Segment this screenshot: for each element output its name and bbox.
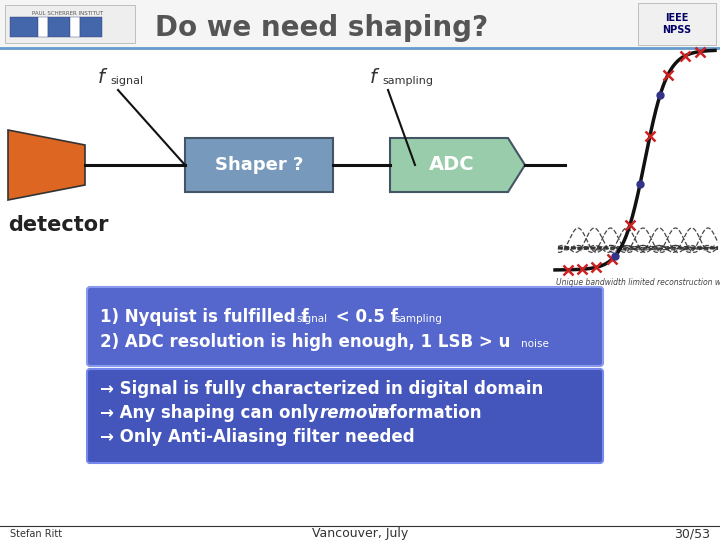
Text: 2) ADC resolution is high enough, 1 LSB > u: 2) ADC resolution is high enough, 1 LSB … bbox=[100, 333, 510, 351]
Text: remove: remove bbox=[319, 404, 390, 422]
FancyBboxPatch shape bbox=[87, 369, 603, 463]
Text: Vancouver, July: Vancouver, July bbox=[312, 528, 408, 540]
Polygon shape bbox=[8, 130, 85, 200]
Bar bbox=[10, 17, 38, 37]
Polygon shape bbox=[390, 138, 525, 192]
Text: detector: detector bbox=[8, 215, 109, 235]
Text: → Any shaping can only: → Any shaping can only bbox=[100, 404, 325, 422]
Bar bbox=[38, 17, 48, 37]
Bar bbox=[638, 3, 716, 45]
Bar bbox=[80, 17, 102, 37]
Bar bbox=[0, 0, 720, 48]
Text: noise: noise bbox=[521, 339, 549, 349]
Text: f: f bbox=[98, 68, 105, 87]
Text: → Signal is fully characterized in digital domain: → Signal is fully characterized in digit… bbox=[100, 380, 544, 398]
Bar bbox=[48, 17, 70, 37]
Text: PAUL SCHERRER INSTITUT: PAUL SCHERRER INSTITUT bbox=[32, 11, 104, 16]
Text: → Only Anti-Aliasing filter needed: → Only Anti-Aliasing filter needed bbox=[100, 428, 415, 446]
Text: Stefan Ritt: Stefan Ritt bbox=[10, 529, 62, 539]
Text: signal: signal bbox=[296, 314, 327, 324]
Text: Shaper ?: Shaper ? bbox=[215, 156, 303, 174]
Text: Unique bandwidth limited reconstruction with sinc function: Unique bandwidth limited reconstruction … bbox=[556, 278, 720, 287]
Text: information: information bbox=[366, 404, 482, 422]
Text: 30/53: 30/53 bbox=[674, 528, 710, 540]
Bar bbox=[70, 17, 80, 37]
Text: sampling: sampling bbox=[394, 314, 442, 324]
Text: ADC: ADC bbox=[429, 156, 474, 174]
Text: < 0.5 f: < 0.5 f bbox=[330, 308, 398, 326]
Text: signal: signal bbox=[110, 76, 143, 86]
Text: 1) Nyquist is fulfilled f: 1) Nyquist is fulfilled f bbox=[100, 308, 309, 326]
Text: Do we need shaping?: Do we need shaping? bbox=[155, 14, 488, 42]
Bar bbox=[5, 5, 135, 43]
Bar bbox=[185, 138, 333, 192]
FancyBboxPatch shape bbox=[87, 287, 603, 366]
Text: sampling: sampling bbox=[382, 76, 433, 86]
Text: IEEE
NPSS: IEEE NPSS bbox=[662, 13, 692, 35]
Text: f: f bbox=[370, 68, 377, 87]
